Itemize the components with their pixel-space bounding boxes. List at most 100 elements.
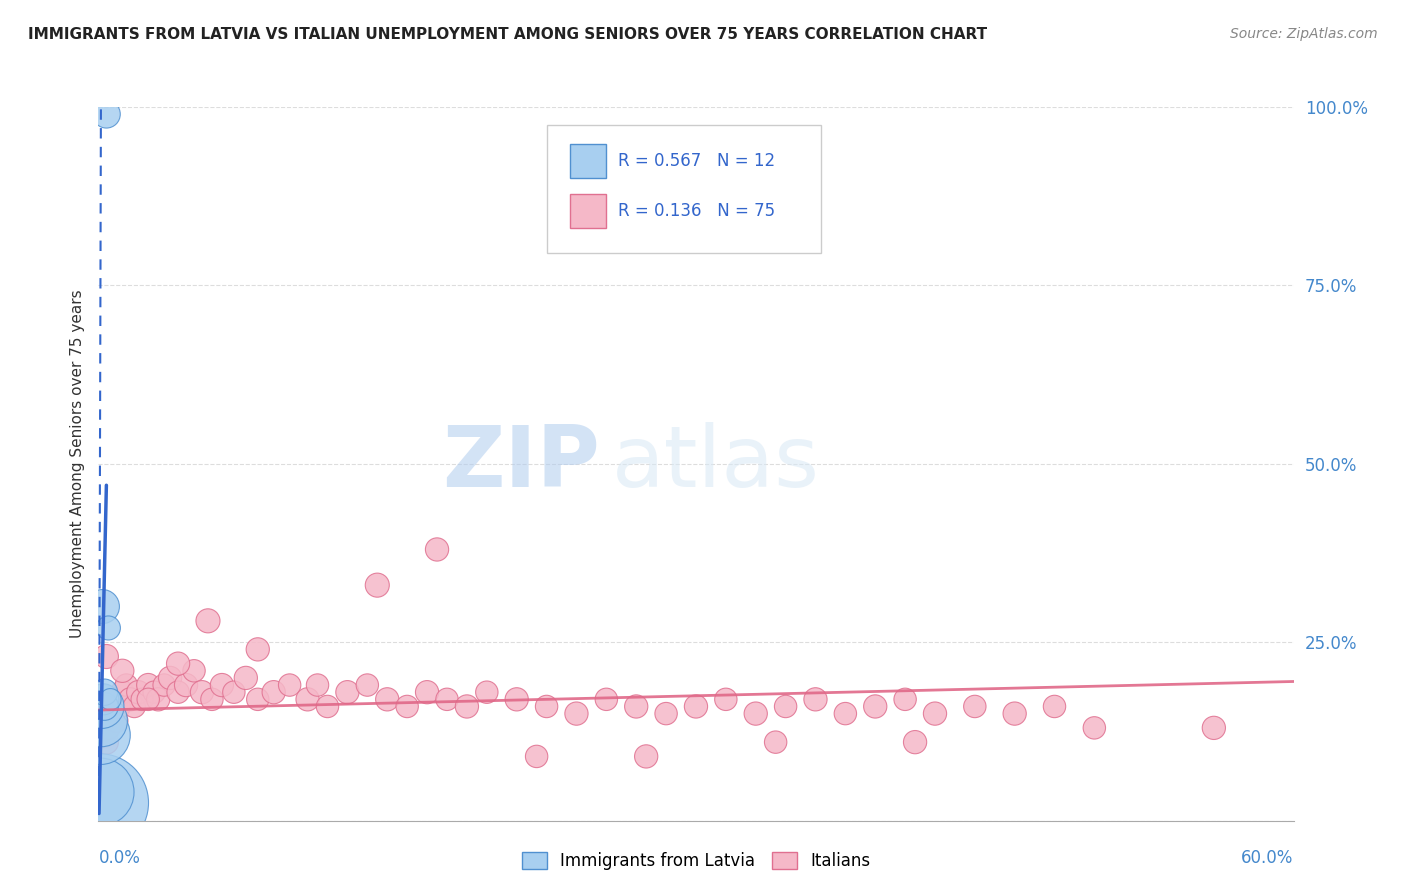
Point (246, 642, 269, 657)
Point (148, 692, 170, 706)
Text: IMMIGRANTS FROM LATVIA VS ITALIAN UNEMPLOYMENT AMONG SENIORS OVER 75 YEARS CORRE: IMMIGRANTS FROM LATVIA VS ITALIAN UNEMPL… (28, 27, 987, 42)
Point (775, 699, 797, 714)
Point (93, 699, 115, 714)
Point (111, 685, 134, 699)
Point (904, 735, 927, 749)
Point (456, 699, 478, 714)
Point (91, 599, 114, 614)
Point (765, 735, 787, 749)
Point (167, 657, 190, 671)
Point (120, 692, 142, 706)
Point (624, 699, 647, 714)
Point (278, 678, 301, 692)
Legend: Immigrants from Latvia, Italians: Immigrants from Latvia, Italians (515, 845, 877, 877)
Point (136, 692, 159, 706)
Point (115, 678, 138, 692)
Point (655, 706, 678, 721)
Point (834, 706, 856, 721)
Point (1202, 721, 1225, 735)
FancyBboxPatch shape (547, 125, 821, 253)
Point (526, 749, 548, 764)
Point (183, 664, 205, 678)
Point (356, 678, 378, 692)
Text: Source: ZipAtlas.com: Source: ZipAtlas.com (1230, 27, 1378, 41)
Point (96, 735, 118, 749)
Point (96, 107, 118, 121)
Point (90, 714, 112, 728)
Text: ZIP: ZIP (443, 422, 600, 506)
Point (685, 699, 707, 714)
Point (1004, 706, 1026, 721)
Point (714, 692, 737, 706)
Point (475, 685, 498, 699)
Text: 60.0%: 60.0% (1241, 849, 1294, 867)
Point (93, 685, 115, 699)
Point (90, 728, 112, 742)
Point (565, 706, 588, 721)
Point (197, 614, 219, 628)
Text: atlas: atlas (612, 422, 820, 506)
Point (191, 685, 214, 699)
FancyBboxPatch shape (571, 145, 606, 178)
Point (91, 699, 114, 714)
Point (89, 785, 111, 799)
Point (127, 685, 149, 699)
Point (111, 664, 134, 678)
Point (89, 714, 111, 728)
Point (98, 692, 122, 706)
Point (136, 678, 159, 692)
Point (595, 692, 617, 706)
Point (167, 685, 190, 699)
Point (93, 706, 115, 721)
FancyBboxPatch shape (571, 194, 606, 228)
Point (863, 699, 886, 714)
Point (1083, 721, 1105, 735)
Point (101, 692, 124, 706)
Y-axis label: Unemployment Among Seniors over 75 years: Unemployment Among Seniors over 75 years (69, 290, 84, 638)
Point (107, 699, 129, 714)
Point (396, 699, 419, 714)
Text: R = 0.136   N = 75: R = 0.136 N = 75 (619, 202, 776, 220)
Point (426, 542, 449, 557)
Point (745, 706, 768, 721)
Point (174, 678, 197, 692)
Text: R = 0.567   N = 12: R = 0.567 N = 12 (619, 153, 776, 170)
Point (924, 706, 946, 721)
Point (436, 692, 458, 706)
Point (131, 692, 153, 706)
Point (89, 796, 111, 810)
Point (804, 692, 827, 706)
Point (211, 678, 233, 692)
Point (96, 649, 118, 664)
Point (416, 685, 439, 699)
Point (316, 699, 339, 714)
Point (536, 699, 558, 714)
Point (97, 621, 120, 635)
Point (297, 692, 319, 706)
Point (636, 749, 658, 764)
Point (105, 714, 128, 728)
Point (103, 706, 125, 721)
Point (963, 699, 986, 714)
Point (336, 685, 359, 699)
Point (375, 692, 398, 706)
Point (246, 692, 269, 706)
Point (263, 685, 285, 699)
Point (93, 692, 115, 706)
Point (222, 685, 245, 699)
Point (97, 721, 120, 735)
Point (235, 671, 257, 685)
Text: 0.0%: 0.0% (98, 849, 141, 867)
Point (307, 678, 329, 692)
Point (143, 685, 166, 699)
Point (201, 692, 224, 706)
Point (153, 678, 176, 692)
Point (366, 578, 388, 592)
Point (159, 671, 181, 685)
Point (506, 692, 529, 706)
Point (98, 699, 122, 714)
Point (1043, 699, 1066, 714)
Point (894, 692, 917, 706)
Point (124, 699, 146, 714)
Point (91, 728, 114, 742)
